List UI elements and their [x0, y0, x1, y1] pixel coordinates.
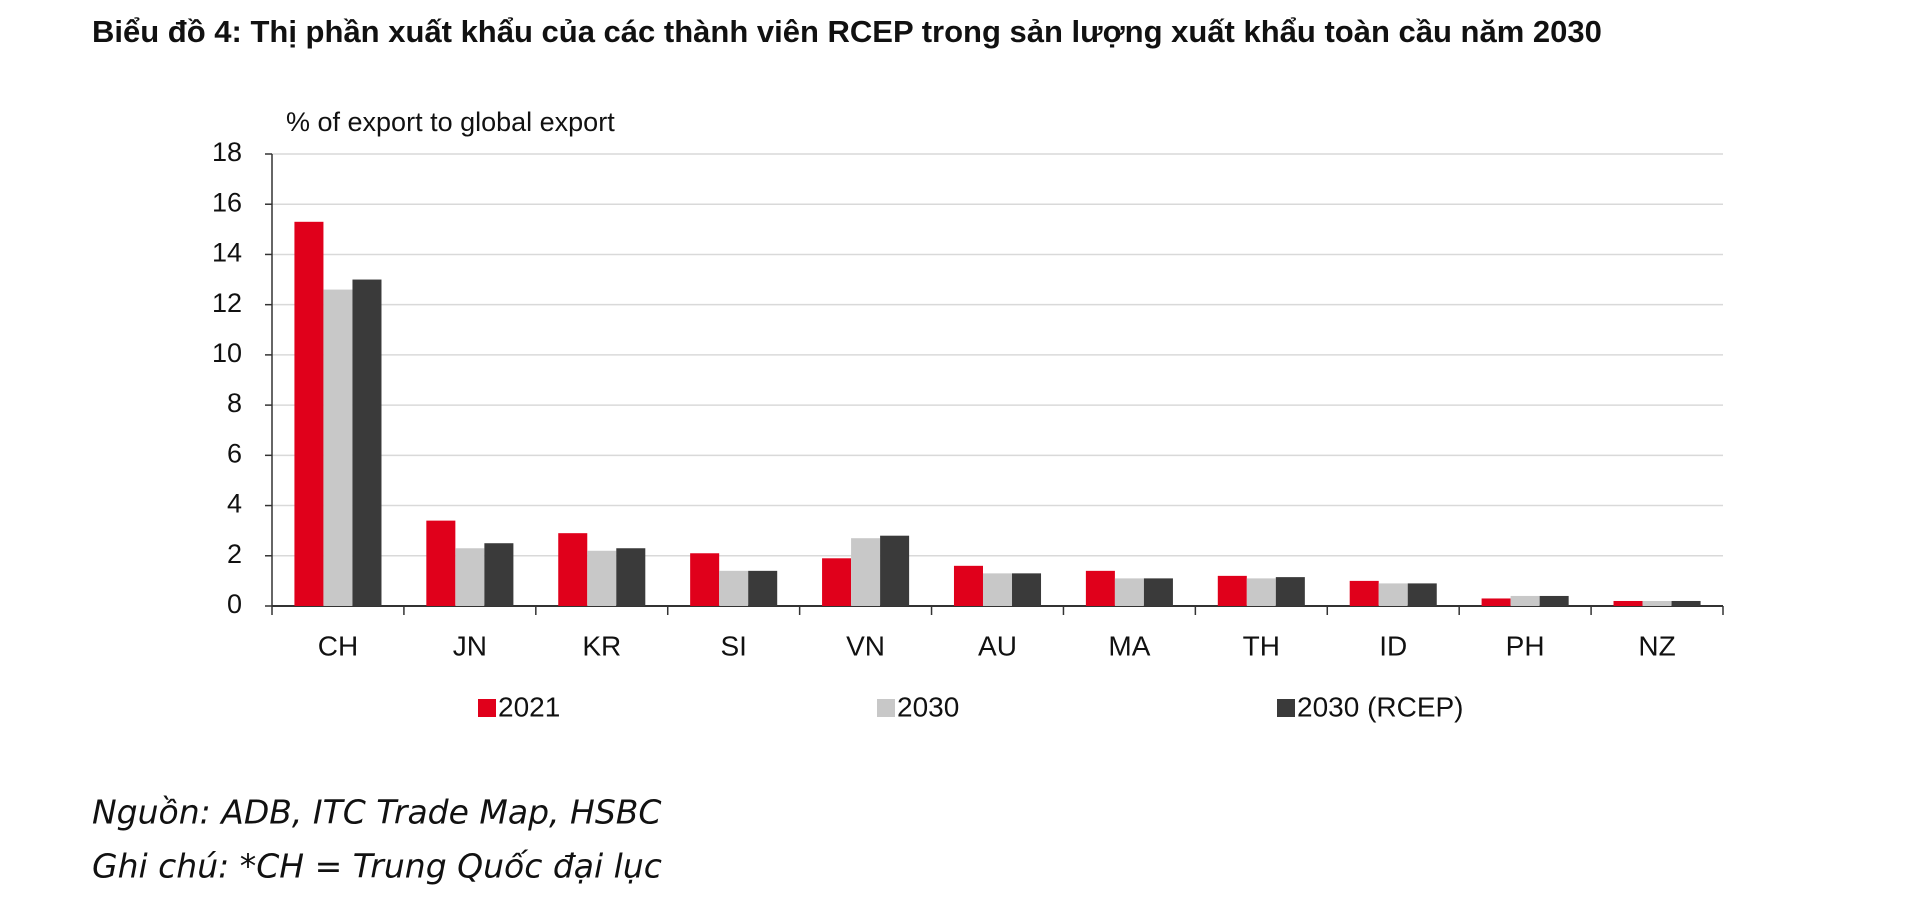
bar [558, 533, 588, 606]
x-tick-label: JN [453, 630, 487, 661]
bar [1407, 583, 1437, 606]
bar [455, 548, 485, 606]
bar [1143, 578, 1173, 606]
legend-label: 2030 (RCEP) [1297, 691, 1464, 722]
y-tick-label: 16 [212, 187, 242, 217]
bar [1349, 580, 1379, 606]
bar [1481, 598, 1511, 606]
bar [1012, 573, 1042, 606]
bar [1378, 583, 1408, 606]
bar [690, 553, 720, 606]
x-tick-label: ID [1379, 630, 1407, 661]
bar [719, 570, 749, 606]
legend-label: 2030 [897, 691, 959, 722]
x-tick-label: KR [582, 630, 621, 661]
bar [822, 558, 852, 606]
bar [616, 548, 646, 606]
y-tick-label: 18 [212, 137, 242, 167]
legend-swatch [478, 699, 496, 717]
bar [1510, 595, 1540, 606]
bar [1613, 600, 1643, 606]
chart-title: Biểu đồ 4: Thị phần xuất khẩu của các th… [92, 14, 1602, 49]
y-tick-label: 0 [227, 589, 242, 619]
bar [352, 279, 382, 606]
x-tick-label: MA [1108, 630, 1150, 661]
legend-swatch [877, 699, 895, 717]
bar [851, 538, 881, 606]
bar [1246, 578, 1276, 606]
source-note: Nguồn: ADB, ITC Trade Map, HSBC [92, 793, 661, 832]
bar [1539, 595, 1569, 606]
bar [1085, 570, 1115, 606]
bar [1642, 600, 1672, 606]
x-tick-label: AU [978, 630, 1017, 661]
legend-label: 2021 [498, 691, 560, 722]
footnote: Ghi chú: *CH = Trung Quốc đại lục [92, 847, 662, 886]
bar [1217, 575, 1247, 606]
bar [880, 535, 910, 606]
bar [1671, 600, 1701, 606]
x-tick-label: PH [1506, 630, 1545, 661]
y-tick-label: 2 [227, 539, 242, 569]
y-tick-label: 8 [227, 388, 242, 418]
y-axis-label: % of export to global export [286, 107, 615, 137]
bar [484, 543, 514, 606]
legend-swatch [1277, 699, 1295, 717]
bar [323, 289, 353, 606]
bar [426, 520, 456, 606]
bar [982, 573, 1013, 606]
y-tick-label: 6 [227, 438, 242, 468]
bar [1114, 578, 1144, 606]
x-tick-label: NZ [1638, 630, 1675, 661]
y-tick-label: 12 [212, 288, 242, 318]
x-tick-label: CH [318, 630, 358, 661]
x-tick-label: VN [846, 630, 885, 661]
y-tick-label: 10 [212, 338, 242, 368]
bar [587, 550, 617, 606]
bar [294, 221, 324, 607]
bar [1275, 577, 1305, 606]
x-tick-label: SI [720, 630, 746, 661]
y-tick-label: 14 [212, 238, 242, 268]
bar [953, 565, 983, 606]
bar [748, 570, 778, 606]
x-tick-label: TH [1243, 630, 1280, 661]
y-tick-label: 4 [227, 489, 242, 519]
